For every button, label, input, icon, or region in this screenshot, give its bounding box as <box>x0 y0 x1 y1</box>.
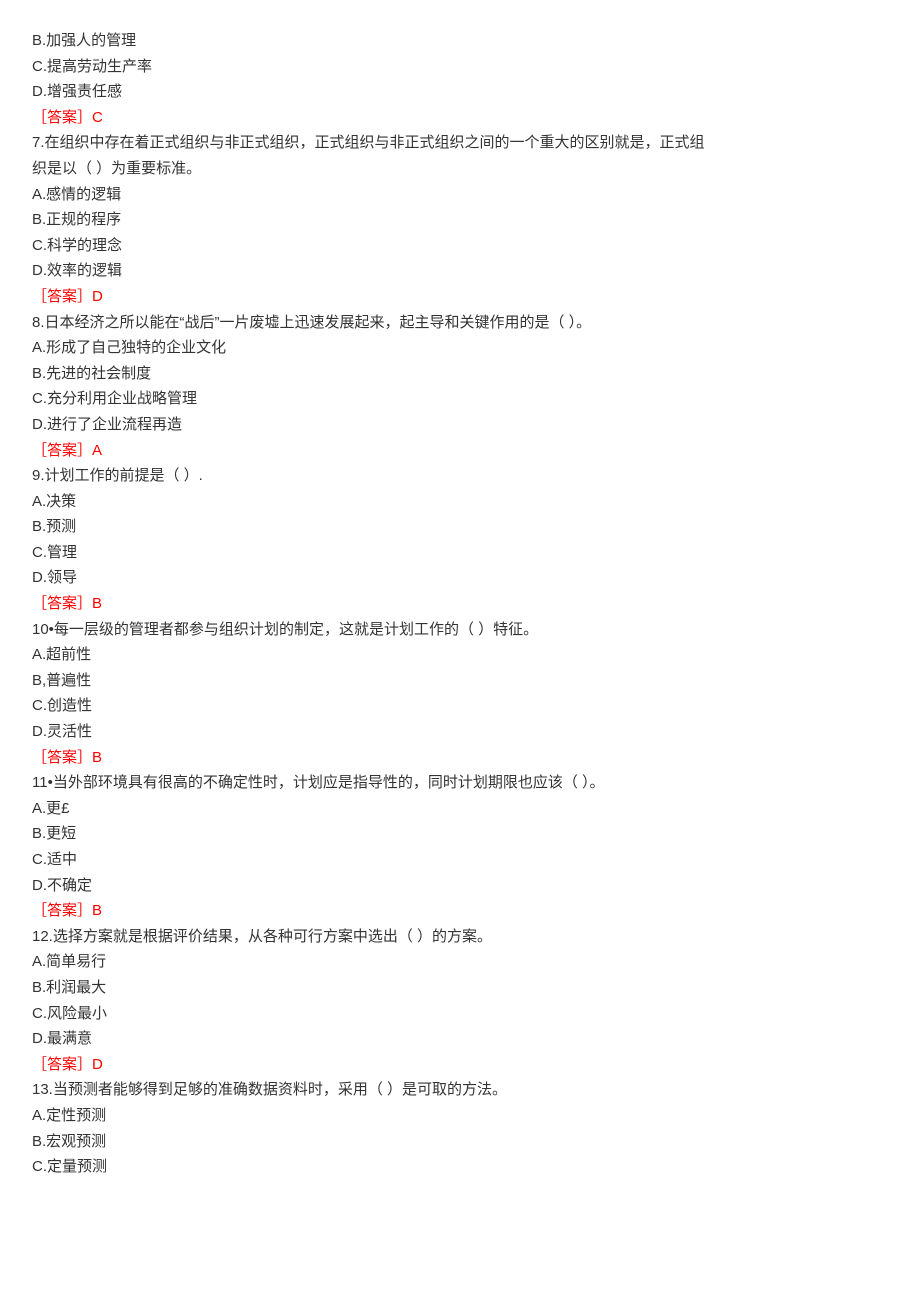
q10-option-b: B,普遍性 <box>32 668 888 694</box>
q10-option-c: C.创造性 <box>32 693 888 719</box>
q9-option-b: B.预测 <box>32 514 888 540</box>
q12-stem: 12.选择方案就是根据评价结果，从各种可行方案中选出（ ）的方案。 <box>32 924 888 950</box>
q12-option-a: A.简单易行 <box>32 949 888 975</box>
q8-option-c: C.充分利用企业战略管理 <box>32 386 888 412</box>
option-b-orphan: B.加强人的管理 <box>32 28 888 54</box>
q12-option-d: D.最满意 <box>32 1026 888 1052</box>
q7-option-a: A.感情的逻辑 <box>32 182 888 208</box>
q8-answer: ［答案］A <box>32 438 888 464</box>
q7-option-c: C.科学的理念 <box>32 233 888 259</box>
q10-option-a: A.超前性 <box>32 642 888 668</box>
q9-stem: 9.计划工作的前提是（ ）. <box>32 463 888 489</box>
q13-option-a: A.定性预测 <box>32 1103 888 1129</box>
q11-option-a: A.更£ <box>32 796 888 822</box>
q9-option-c: C.管理 <box>32 540 888 566</box>
q11-stem: 11•当外部环境具有很高的不确定性时，计划应是指导性的，同时计划期限也应该（ ）… <box>32 770 888 796</box>
q10-option-d: D.灵活性 <box>32 719 888 745</box>
q8-option-b: B.先进的社会制度 <box>32 361 888 387</box>
q12-answer: ［答案］D <box>32 1052 888 1078</box>
q7-stem-line1: 7.在组织中存在着正式组织与非正式组织，正式组织与非正式组织之间的一个重大的区别… <box>32 130 888 156</box>
q7-option-d: D.效率的逻辑 <box>32 258 888 284</box>
q11-answer: ［答案］B <box>32 898 888 924</box>
q11-option-d: D.不确定 <box>32 873 888 899</box>
q7-answer: ［答案］D <box>32 284 888 310</box>
q9-answer: ［答案］B <box>32 591 888 617</box>
q13-stem: 13.当预测者能够得到足够的准确数据资料时，采用（ ）是可取的方法。 <box>32 1077 888 1103</box>
q10-answer: ［答案］B <box>32 745 888 771</box>
q9-option-d: D.领导 <box>32 565 888 591</box>
q13-option-b: B.宏观预测 <box>32 1129 888 1155</box>
q7-option-b: B.正规的程序 <box>32 207 888 233</box>
option-c-orphan: C.提高劳动生产率 <box>32 54 888 80</box>
q8-stem: 8.日本经济之所以能在“战后”一片废墟上迅速发展起来，起主导和关键作用的是（ ）… <box>32 310 888 336</box>
q13-option-c: C.定量预测 <box>32 1154 888 1180</box>
q11-option-c: C.适中 <box>32 847 888 873</box>
q7-stem-line2: 织是以（ ）为重要标准。 <box>32 156 888 182</box>
q8-option-a: A.形成了自己独特的企业文化 <box>32 335 888 361</box>
answer-orphan: ［答案］C <box>32 105 888 131</box>
option-d-orphan: D.增强责任感 <box>32 79 888 105</box>
q8-option-d: D.进行了企业流程再造 <box>32 412 888 438</box>
q10-stem: 10•每一层级的管理者都参与组织计划的制定，这就是计划工作的（ ）特征。 <box>32 617 888 643</box>
q12-option-c: C.风险最小 <box>32 1001 888 1027</box>
q11-option-b: B.更短 <box>32 821 888 847</box>
q9-option-a: A.决策 <box>32 489 888 515</box>
q12-option-b: B.利润最大 <box>32 975 888 1001</box>
